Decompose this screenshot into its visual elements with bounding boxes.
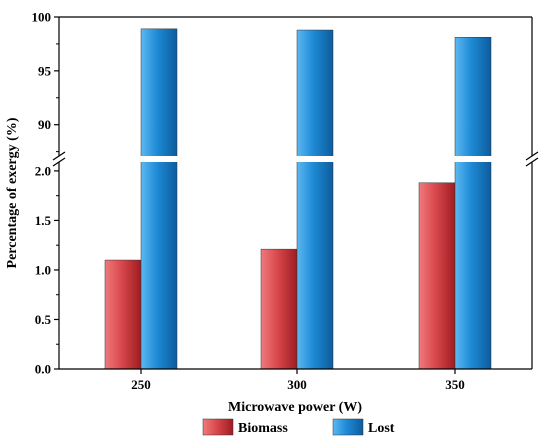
legend-label-biomass: Biomass (238, 421, 288, 436)
legend: Biomass Lost (202, 418, 395, 436)
bar-lost-350 (454, 36, 492, 370)
bar-lost-250 (140, 28, 178, 370)
bar-biomass-250 (104, 259, 142, 370)
break-mark-right-bottom (525, 157, 539, 167)
x-tick-label-300: 300 (287, 377, 307, 392)
break-mark-left-top (52, 151, 66, 161)
break-mark-right-top (525, 151, 539, 161)
x-tick-label-250: 250 (131, 377, 151, 392)
y-axis-title: Percentage of exergy (%) (5, 117, 20, 268)
y-tick-label-1.0: 1.0 (35, 262, 51, 277)
y-ticks-group: 0.0 0.5 1.0 1.5 2.0 90 95 100 (32, 10, 59, 377)
bar-lost-300 (296, 29, 334, 370)
y-tick-label-0.5: 0.5 (35, 312, 52, 327)
legend-label-lost: Lost (368, 421, 395, 436)
legend-swatch-lost (332, 418, 364, 436)
y-tick-label-2.0: 2.0 (35, 163, 51, 178)
axis-break-gap (50, 156, 542, 162)
y-tick-label-1.5: 1.5 (35, 213, 52, 228)
break-mark-left-bottom (52, 157, 66, 167)
bars-group (104, 28, 492, 370)
x-axis-title: Microwave power (W) (228, 400, 362, 415)
bar-biomass-350 (418, 182, 456, 370)
y-tick-label-90: 90 (38, 117, 51, 132)
y-tick-label-95: 95 (38, 63, 52, 78)
y-tick-label-0.0: 0.0 (35, 362, 51, 377)
x-tick-label-350: 350 (445, 377, 465, 392)
legend-swatch-biomass (202, 418, 234, 436)
x-ticks-group: 250 300 350 (131, 369, 465, 392)
bar-biomass-300 (260, 248, 298, 370)
y-tick-label-100: 100 (32, 10, 52, 25)
